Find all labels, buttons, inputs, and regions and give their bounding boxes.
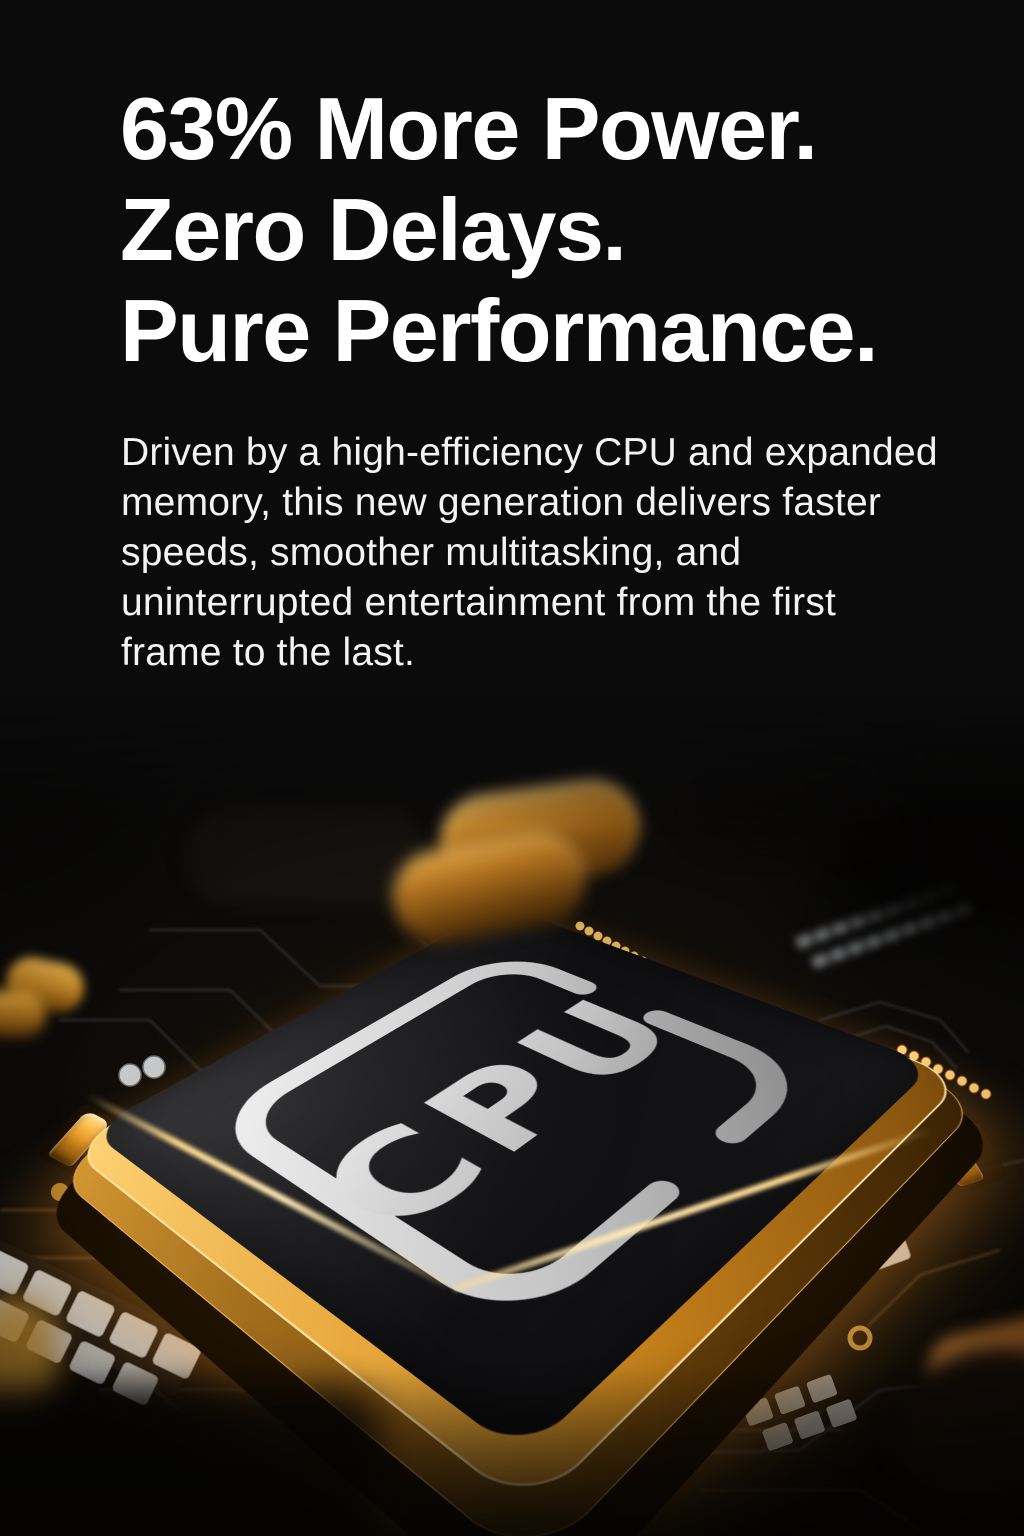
- hero-section: 63% More Power. Zero Delays. Pure Perfor…: [120, 78, 980, 381]
- component-dark-blur: [185, 808, 425, 904]
- dark-blur-bottom-left: [0, 1390, 380, 1536]
- product-photo: CPU: [0, 690, 1024, 1536]
- headline-line-3: Pure Performance.: [120, 281, 879, 380]
- body-line: memory, this new generation delivers fas…: [121, 481, 882, 524]
- body-line: uninterrupted entertainment from the fir…: [121, 581, 837, 624]
- dark-blur-top-right-2: [690, 720, 900, 840]
- body-line: speeds, smoother multitasking, and: [121, 531, 742, 574]
- headline-line-2: Zero Delays.: [120, 180, 627, 279]
- body-line: Driven by a high-efficiency CPU and expa…: [121, 431, 938, 474]
- cpu-chip: CPU: [31, 905, 1008, 1536]
- chip-top-face: CPU: [89, 905, 936, 1458]
- cpu-badge-icon: CPU: [89, 905, 935, 1457]
- gold-cylinder-left-2: [0, 990, 46, 1038]
- body-copy: Driven by a high-efficiency CPU and expa…: [121, 428, 981, 678]
- body-line: frame to the last.: [121, 631, 416, 674]
- headline: 63% More Power. Zero Delays. Pure Perfor…: [120, 78, 980, 381]
- headline-line-1: 63% More Power.: [120, 79, 818, 178]
